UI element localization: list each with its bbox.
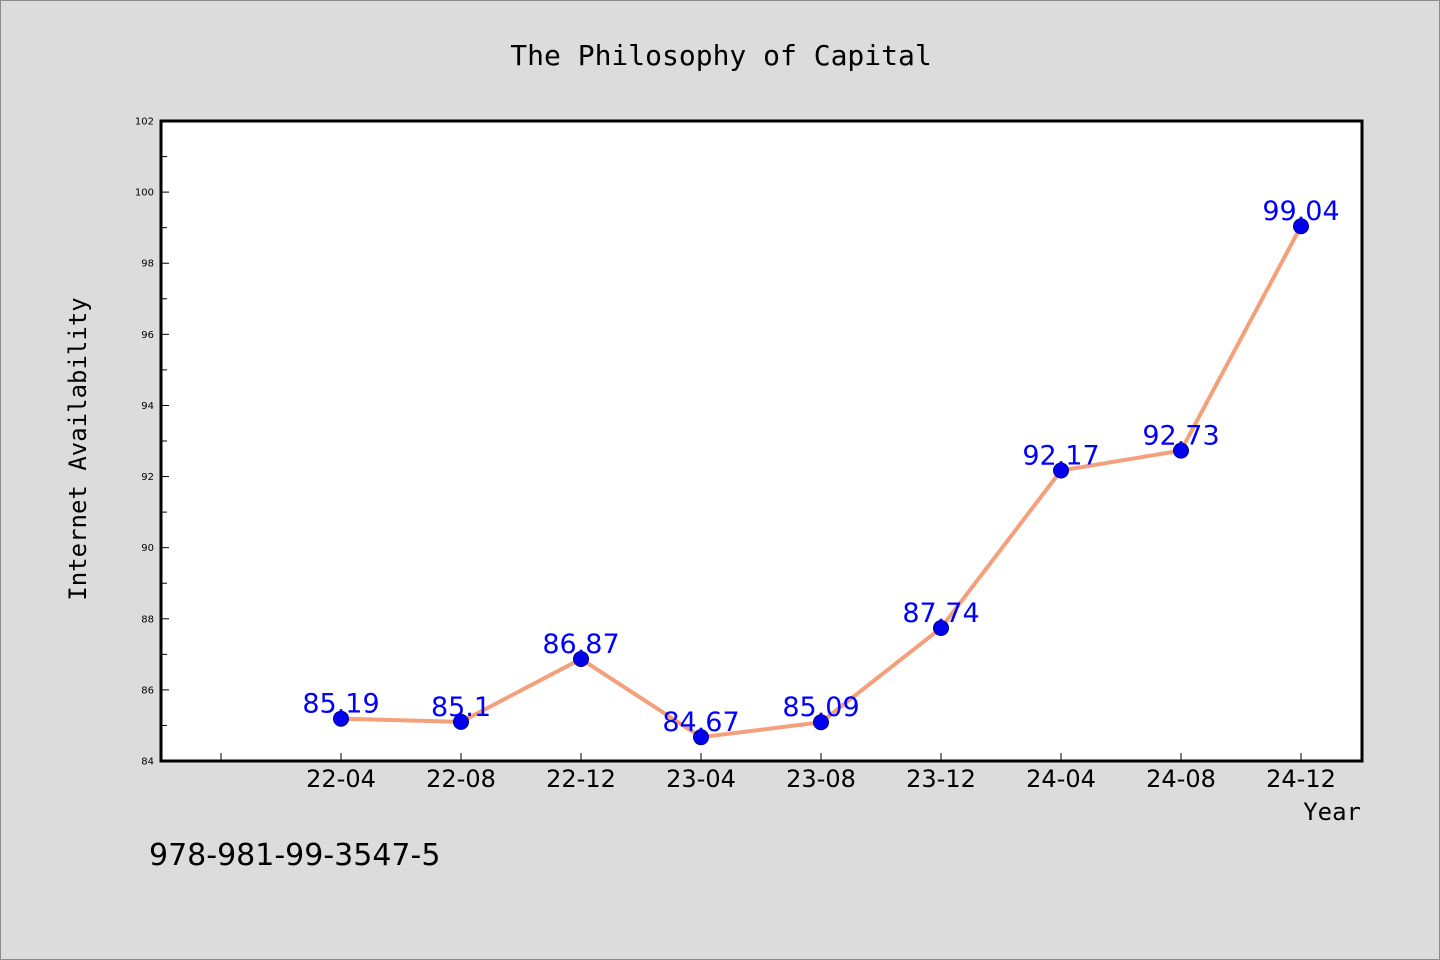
y-tick-label: 84 <box>141 757 154 768</box>
x-tick-label: 22-12 <box>546 765 616 793</box>
x-tick-label: 23-08 <box>786 765 856 793</box>
data-point <box>1293 218 1309 235</box>
y-tick-label: 86 <box>141 685 154 696</box>
data-point <box>1053 462 1069 479</box>
data-point <box>333 710 349 727</box>
data-label: 86.87 <box>542 629 619 660</box>
x-tick-label: 23-04 <box>666 765 736 793</box>
y-tick-label: 102 <box>135 117 154 128</box>
y-tick-label: 100 <box>135 188 154 199</box>
data-point <box>933 620 949 637</box>
y-tick-label: 94 <box>141 401 154 412</box>
data-label: 92.17 <box>1022 441 1099 472</box>
isbn-annotation: 978-981-99-3547-5 <box>149 838 440 873</box>
data-labels: 85.19 85.1 86.87 84.67 85.09 87.74 92.17 92.73 9… <box>302 196 1339 738</box>
y-tick-label: 96 <box>141 330 154 341</box>
x-tick-label: 24-12 <box>1266 765 1336 793</box>
data-series <box>333 218 1309 746</box>
data-point <box>693 729 709 746</box>
chart-title: The Philosophy of Capital <box>510 39 931 72</box>
data-label: 85.1 <box>431 692 491 723</box>
y-axis-title: Internet Availability <box>64 297 92 600</box>
x-tick-label: 22-04 <box>306 765 376 793</box>
y-tick-label: 98 <box>141 259 154 270</box>
plot-area <box>159 119 1364 763</box>
x-tick-label: 24-04 <box>1026 765 1096 793</box>
data-label: 92.73 <box>1142 421 1219 452</box>
y-axis: 84 86 88 90 92 94 96 98 100 102 <box>135 117 169 768</box>
data-label: 87.74 <box>902 598 979 629</box>
data-point <box>573 650 589 667</box>
x-axis-title: Year <box>1303 798 1361 826</box>
data-label: 84.67 <box>662 707 739 738</box>
y-tick-label: 90 <box>141 543 154 554</box>
y-tick-label: 92 <box>141 472 154 483</box>
data-label: 85.19 <box>302 689 379 720</box>
x-tick-label: 24-08 <box>1146 765 1216 793</box>
x-tick-label: 23-12 <box>906 765 976 793</box>
x-tick-label: 22-08 <box>426 765 496 793</box>
data-point <box>1173 442 1189 459</box>
data-label: 99.04 <box>1262 196 1339 227</box>
x-axis: 22-04 22-08 22-12 23-04 23-08 23-12 24-04 24-08… <box>220 753 1336 793</box>
data-point <box>453 713 469 730</box>
data-point <box>813 714 829 731</box>
y-tick-label: 88 <box>141 614 154 625</box>
data-label: 85.09 <box>782 692 859 723</box>
